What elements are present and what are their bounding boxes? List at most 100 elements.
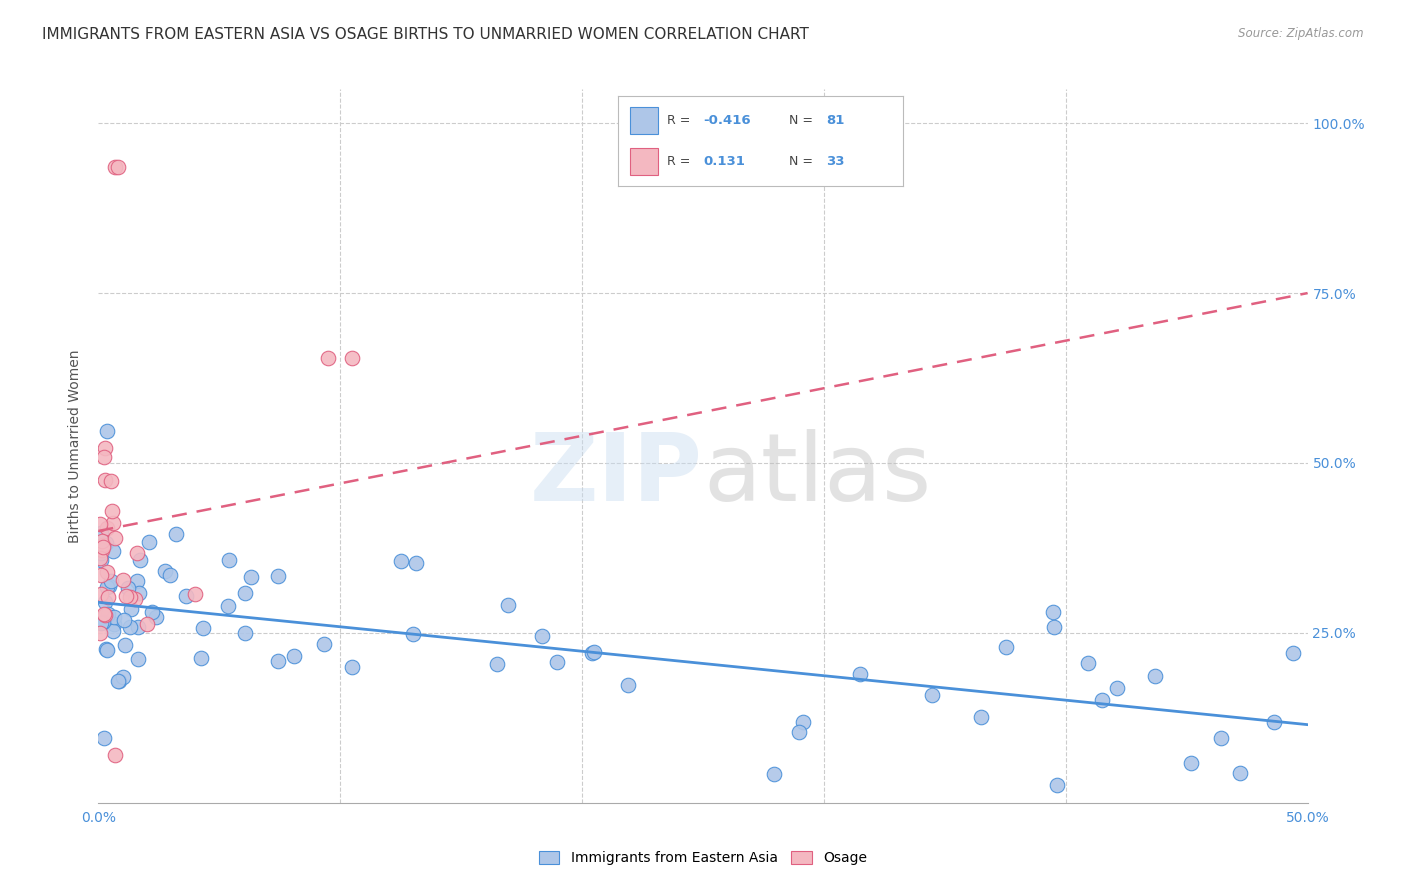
Point bbox=[100, 474, 122, 488]
Point bbox=[582, 645, 605, 659]
Text: atlas: atlas bbox=[703, 428, 931, 521]
Point bbox=[97, 607, 120, 621]
Point bbox=[127, 574, 149, 588]
Point bbox=[174, 589, 197, 603]
Point bbox=[405, 557, 427, 571]
Point bbox=[127, 545, 149, 559]
Point bbox=[1209, 731, 1232, 745]
Point bbox=[233, 626, 256, 640]
Point bbox=[312, 637, 335, 651]
Point bbox=[120, 591, 142, 605]
Point bbox=[90, 553, 112, 567]
Point bbox=[124, 591, 146, 606]
Point bbox=[90, 536, 112, 550]
Point bbox=[1229, 765, 1251, 780]
Point bbox=[342, 351, 364, 365]
Point bbox=[1144, 669, 1167, 683]
Point bbox=[103, 624, 125, 638]
Point bbox=[995, 640, 1018, 654]
Point bbox=[496, 598, 519, 612]
Point bbox=[1105, 681, 1128, 695]
Point bbox=[94, 608, 117, 623]
Point bbox=[114, 638, 136, 652]
Point bbox=[128, 586, 150, 600]
Point bbox=[90, 615, 112, 630]
Point bbox=[93, 731, 115, 746]
Point bbox=[1076, 656, 1098, 670]
Point bbox=[96, 425, 118, 439]
Point bbox=[1043, 620, 1066, 634]
Point bbox=[112, 670, 135, 684]
Point bbox=[101, 504, 124, 518]
Point bbox=[1263, 715, 1285, 730]
Point bbox=[787, 724, 810, 739]
Point bbox=[90, 546, 112, 560]
Point bbox=[94, 641, 117, 656]
Point bbox=[389, 554, 412, 568]
Point bbox=[120, 601, 142, 615]
Point bbox=[402, 627, 425, 641]
Point bbox=[316, 351, 339, 365]
Point bbox=[104, 748, 127, 763]
Point bbox=[239, 570, 262, 584]
Point bbox=[159, 568, 181, 582]
Point bbox=[530, 629, 553, 643]
Point bbox=[184, 587, 207, 601]
Point bbox=[93, 441, 115, 455]
Point bbox=[94, 474, 117, 488]
Point bbox=[616, 678, 638, 692]
Point bbox=[97, 579, 120, 593]
Point bbox=[91, 615, 114, 629]
Point bbox=[546, 655, 568, 669]
Point bbox=[111, 574, 134, 588]
Text: Source: ZipAtlas.com: Source: ZipAtlas.com bbox=[1239, 27, 1364, 40]
Point bbox=[235, 586, 257, 600]
Point bbox=[91, 538, 114, 552]
Point bbox=[921, 688, 943, 702]
Point bbox=[1091, 693, 1114, 707]
Point bbox=[94, 595, 117, 609]
Point bbox=[266, 569, 288, 583]
Point bbox=[970, 710, 993, 724]
Y-axis label: Births to Unmarried Women: Births to Unmarried Women bbox=[69, 350, 83, 542]
Point bbox=[135, 616, 157, 631]
Point bbox=[581, 646, 603, 660]
Point bbox=[267, 654, 290, 668]
Point bbox=[1046, 778, 1069, 792]
Text: IMMIGRANTS FROM EASTERN ASIA VS OSAGE BIRTHS TO UNMARRIED WOMEN CORRELATION CHAR: IMMIGRANTS FROM EASTERN ASIA VS OSAGE BI… bbox=[42, 27, 808, 42]
Point bbox=[792, 714, 814, 729]
Point bbox=[90, 587, 112, 601]
Point bbox=[1042, 605, 1064, 619]
Point bbox=[107, 673, 129, 688]
Point bbox=[138, 535, 160, 549]
Point bbox=[145, 610, 167, 624]
Point bbox=[762, 766, 785, 780]
Point bbox=[89, 517, 111, 532]
Point bbox=[485, 657, 508, 672]
Point bbox=[104, 532, 127, 546]
Point bbox=[190, 650, 212, 665]
Point bbox=[115, 589, 138, 603]
Point bbox=[141, 605, 163, 619]
Point bbox=[217, 599, 239, 614]
Point bbox=[89, 626, 111, 640]
Point bbox=[340, 660, 363, 674]
Point bbox=[91, 540, 114, 554]
Point bbox=[91, 533, 114, 548]
Point bbox=[218, 552, 240, 566]
Point bbox=[1180, 756, 1202, 771]
Point bbox=[107, 161, 129, 175]
Point bbox=[90, 568, 112, 582]
Point bbox=[1282, 646, 1305, 660]
Point bbox=[118, 620, 141, 634]
Point bbox=[103, 617, 125, 632]
Point bbox=[191, 621, 214, 635]
Point bbox=[117, 581, 139, 595]
Point bbox=[283, 648, 305, 663]
Point bbox=[93, 607, 115, 622]
Point bbox=[96, 643, 118, 657]
Point bbox=[96, 590, 118, 604]
Point bbox=[96, 580, 118, 594]
Point bbox=[108, 674, 131, 689]
Point bbox=[155, 564, 177, 578]
